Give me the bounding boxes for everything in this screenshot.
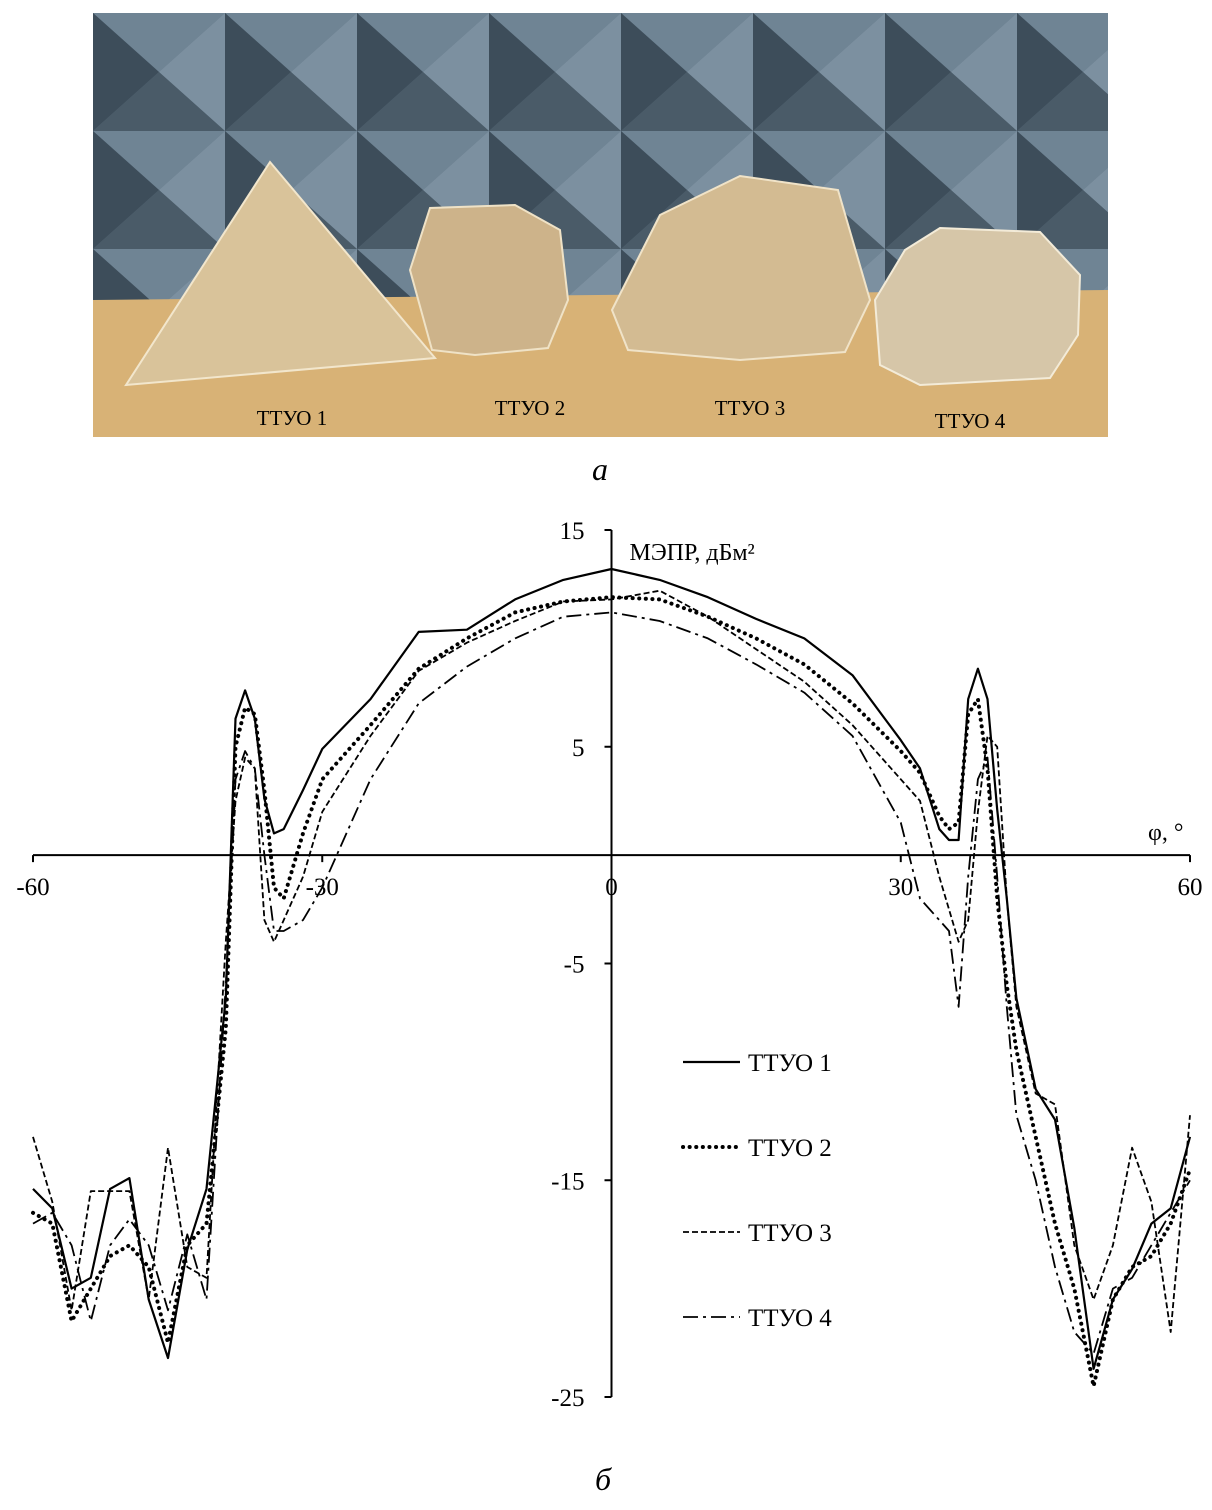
reflector — [873, 226, 1082, 387]
caption: а — [592, 451, 608, 487]
photo-label: ТТУО 4 — [935, 409, 1006, 433]
y-tick-label: -15 — [551, 1168, 584, 1195]
x-tick-label: 30 — [888, 874, 913, 901]
reflector — [610, 174, 872, 362]
x-tick-label: 60 — [1178, 874, 1203, 901]
photo-label: ТТУО 2 — [495, 396, 565, 420]
x-axis-label: φ, ° — [1148, 820, 1183, 846]
y-tick-label: -25 — [551, 1385, 584, 1412]
y-tick-label: 15 — [560, 518, 585, 545]
caption: б — [595, 1461, 612, 1497]
series-line — [32, 611, 1191, 1355]
reflector — [124, 160, 438, 387]
y-axis-label: МЭПР, дБм² — [630, 540, 755, 566]
series-line — [32, 567, 1192, 1370]
x-tick-label: 0 — [605, 874, 618, 901]
photo: ТТУО 1 ТТУО 2 ТТУО 3 ТТУО 4 — [93, 13, 1108, 437]
legend-label: ТТУО 1 — [748, 1050, 832, 1077]
photo-label: ТТУО 1 — [257, 406, 327, 430]
legend-label: ТТУО 4 — [748, 1305, 832, 1332]
series-line — [31, 595, 1192, 1389]
legend-label: ТТУО 3 — [748, 1220, 832, 1247]
y-tick-label: -5 — [564, 952, 585, 979]
y-tick-label: 5 — [572, 735, 585, 762]
series-line — [32, 589, 1191, 1333]
x-tick-label: -60 — [16, 874, 49, 901]
photo-label: ТТУО 3 — [715, 396, 785, 420]
reflector — [408, 203, 570, 357]
legend-label: ТТУО 2 — [748, 1135, 832, 1162]
